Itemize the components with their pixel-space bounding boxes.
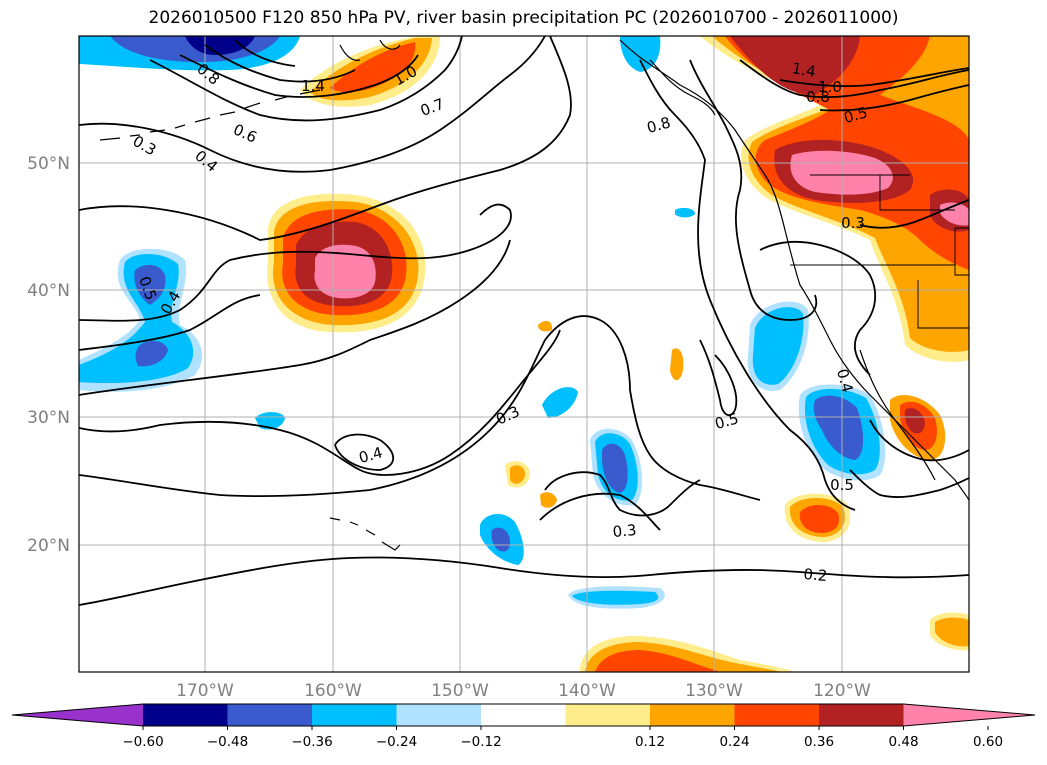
contour-label: 0.5: [842, 103, 870, 127]
lon-label: 150°W: [431, 681, 489, 701]
contour-label: 0.3: [612, 521, 637, 541]
colorbar-segment: [227, 704, 313, 726]
contour-label: 0.5: [830, 476, 854, 494]
contour-label: 0.3: [841, 214, 865, 232]
colorbar-tick-label: −0.48: [207, 734, 248, 750]
pv-contours: [79, 36, 969, 606]
lat-label: 40°N: [27, 281, 70, 301]
contour-label: 0.2: [803, 565, 828, 585]
colorbar-tick-label: −0.36: [291, 734, 332, 750]
colorbar-extend-max: [903, 704, 1035, 726]
colorbar-tick-label: −0.60: [122, 734, 163, 750]
contour-label: 0.8: [645, 113, 673, 137]
lon-label: 140°W: [558, 681, 616, 701]
contour-label: 1.4: [791, 59, 818, 81]
lon-label: 130°W: [685, 681, 743, 701]
lon-label: 160°W: [304, 681, 362, 701]
contour-label: 0.5: [713, 409, 741, 433]
colorbar-tick-label: 0.48: [888, 734, 918, 750]
longitude-labels: 170°W 160°W 150°W 140°W 130°W 120°W: [176, 681, 871, 701]
colorbar-tick-label: −0.24: [376, 734, 417, 750]
lon-label: 170°W: [176, 681, 234, 701]
contour-label: 0.4: [357, 443, 385, 467]
contour-label: 1.4: [301, 77, 325, 95]
contour-label: 1.0: [818, 78, 842, 96]
colorbar-tick-label: −0.12: [460, 734, 501, 750]
colorbar-segment: [565, 704, 651, 726]
colorbar-segment: [481, 704, 566, 726]
map-title: 2026010500 F120 850 hPa PV, river basin …: [148, 8, 899, 28]
contour-label: 0.8: [806, 88, 830, 106]
colorbar-segment: [734, 704, 820, 726]
coastlines: [99, 39, 969, 551]
lat-label: 50°N: [27, 154, 70, 174]
colorbar-segment: [819, 704, 904, 726]
colorbar-segment: [396, 704, 482, 726]
colorbar-extend-min: [12, 704, 143, 726]
graticule: [79, 36, 969, 672]
lon-label: 120°W: [813, 681, 871, 701]
colorbar-segment: [312, 704, 397, 726]
contour-label: 0.4: [833, 367, 857, 395]
latitude-labels: 50°N 40°N 30°N 20°N: [27, 154, 70, 556]
colorbar-segment: [650, 704, 735, 726]
map-frame: [78, 35, 970, 673]
colorbar-segment: [143, 704, 228, 726]
lat-label: 20°N: [27, 536, 70, 556]
colorbar-tick-label: 0.60: [973, 734, 1003, 750]
colorbar-tick-label: 0.36: [804, 734, 834, 750]
colorbar-tick-label: 0.24: [719, 734, 749, 750]
lat-label: 30°N: [27, 408, 70, 428]
colorbar-tick-label: 0.12: [635, 734, 665, 750]
colorbar: −0.60 −0.48 −0.36 −0.24 −0.12 0.12 0.24 0.36 0.4…: [11, 703, 1036, 750]
